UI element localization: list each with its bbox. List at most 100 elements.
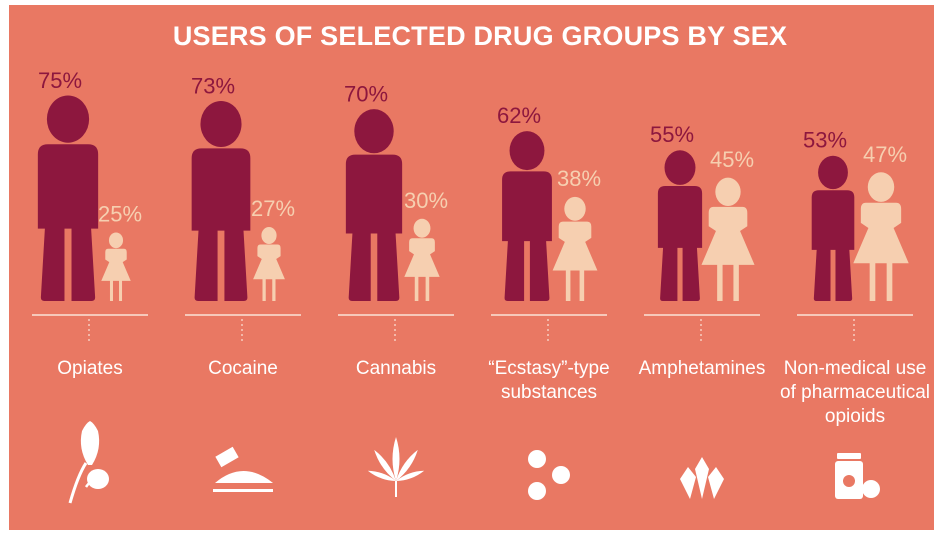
male-body xyxy=(191,148,251,301)
category-label-line: of pharmaceutical xyxy=(780,382,930,403)
pill xyxy=(528,482,546,500)
category-group: 70% 30% Cannabis xyxy=(338,82,454,497)
female-body xyxy=(853,202,909,301)
category-label-line: opioids xyxy=(825,406,885,427)
poppy-pod xyxy=(80,421,100,465)
female-value-label: 27% xyxy=(251,196,295,221)
pill xyxy=(862,480,880,498)
female-figure-3 xyxy=(552,196,598,301)
bottle-label xyxy=(843,475,855,487)
category-label: “Ecstasy”-type substances xyxy=(488,358,609,403)
category-label-line: Cannabis xyxy=(356,358,436,379)
female-figure-5 xyxy=(853,172,909,301)
male-figure-1 xyxy=(191,100,251,301)
female-figure-0 xyxy=(101,232,131,301)
category-label: Non-medical use of pharmaceutical opioids xyxy=(780,358,930,427)
female-figure-1 xyxy=(253,227,285,301)
male-value-label: 55% xyxy=(650,122,694,147)
male-figure-0 xyxy=(37,95,99,301)
male-head xyxy=(664,150,696,185)
pill-bottle-icon xyxy=(835,453,880,499)
female-head xyxy=(867,172,895,202)
crystal xyxy=(708,467,724,499)
leaf-stem xyxy=(395,481,397,497)
male-figure-4 xyxy=(657,150,703,301)
category-label-line: Opiates xyxy=(57,358,122,379)
female-body xyxy=(701,206,755,301)
category-group: 75% 25% Opiates xyxy=(32,68,148,504)
male-body xyxy=(37,144,99,301)
poppy-branch xyxy=(84,479,95,488)
category-label: Opiates xyxy=(57,358,122,379)
male-body xyxy=(345,154,403,301)
male-head xyxy=(818,155,848,190)
chart-background xyxy=(9,5,934,530)
category-label-line: Cocaine xyxy=(208,358,278,379)
male-body xyxy=(657,186,703,301)
female-value-label: 38% xyxy=(557,166,601,191)
female-head xyxy=(564,196,586,221)
leaflet xyxy=(367,470,396,481)
category-label-line: Non-medical use xyxy=(784,358,927,379)
female-head xyxy=(108,232,124,249)
poppy-icon xyxy=(68,421,109,504)
male-head xyxy=(200,100,242,147)
bottle-cap xyxy=(837,453,861,459)
category-label: Cannabis xyxy=(356,358,436,379)
male-figure-3 xyxy=(502,131,552,301)
male-body xyxy=(811,190,855,301)
category-group: 62% 38% “Ecstasy”-type substances xyxy=(488,103,610,500)
female-body xyxy=(552,221,598,301)
amphetamine-crystals-icon xyxy=(680,457,724,499)
male-body xyxy=(502,171,552,301)
female-body xyxy=(253,244,285,301)
poppy-bud xyxy=(87,469,109,489)
male-value-label: 62% xyxy=(497,103,541,128)
female-value-label: 45% xyxy=(710,147,754,172)
female-body xyxy=(404,238,440,301)
male-head xyxy=(509,131,545,171)
female-value-label: 30% xyxy=(404,188,448,213)
cocaine-razor-icon xyxy=(213,446,273,492)
leaflet xyxy=(392,437,400,481)
leaflet xyxy=(374,449,396,481)
male-value-label: 75% xyxy=(38,68,82,93)
category-group: 73% 27% Cocaine xyxy=(185,73,301,492)
category-label: Cocaine xyxy=(208,358,278,379)
category-group: 53% 47% Non-medical use of pharmaceutical op… xyxy=(780,128,930,499)
crystal xyxy=(695,457,709,499)
male-head xyxy=(354,109,394,154)
female-head xyxy=(413,218,431,238)
female-body xyxy=(101,248,131,301)
chart-panel: USERS OF SELECTED DRUG GROUPS BY SEX 75%… xyxy=(9,5,934,530)
category-groups: 75% 25% Opiates 73% 27% Cocaine 70% 30% Cannabis… xyxy=(32,68,930,504)
female-head xyxy=(261,227,277,245)
chart-title: USERS OF SELECTED DRUG GROUPS BY SEX xyxy=(173,21,787,51)
crystal xyxy=(680,467,696,499)
male-value-label: 70% xyxy=(344,82,388,107)
pill xyxy=(528,450,546,468)
pill xyxy=(552,466,570,484)
chart-svg: USERS OF SELECTED DRUG GROUPS BY SEX 75%… xyxy=(9,5,934,530)
category-label-line: Amphetamines xyxy=(639,358,766,379)
female-figure-2 xyxy=(404,218,440,301)
female-value-label: 25% xyxy=(98,201,142,226)
male-figure-5 xyxy=(811,155,855,301)
female-value-label: 47% xyxy=(863,142,907,167)
razor-blade xyxy=(215,446,239,468)
male-head xyxy=(46,95,90,143)
poppy-stem xyxy=(68,462,88,504)
ecstasy-pills-icon xyxy=(528,450,570,500)
powder-pile xyxy=(215,471,273,483)
male-value-label: 73% xyxy=(191,73,235,98)
male-figure-2 xyxy=(345,109,403,301)
male-value-label: 53% xyxy=(803,128,847,153)
powder-line xyxy=(213,489,273,492)
leaflet xyxy=(396,449,418,481)
female-head xyxy=(715,177,741,207)
leaflet xyxy=(396,470,425,481)
category-group: 55% 45% Amphetamines xyxy=(639,122,766,499)
category-label-line: “Ecstasy”-type xyxy=(488,358,609,379)
category-label: Amphetamines xyxy=(639,358,766,379)
